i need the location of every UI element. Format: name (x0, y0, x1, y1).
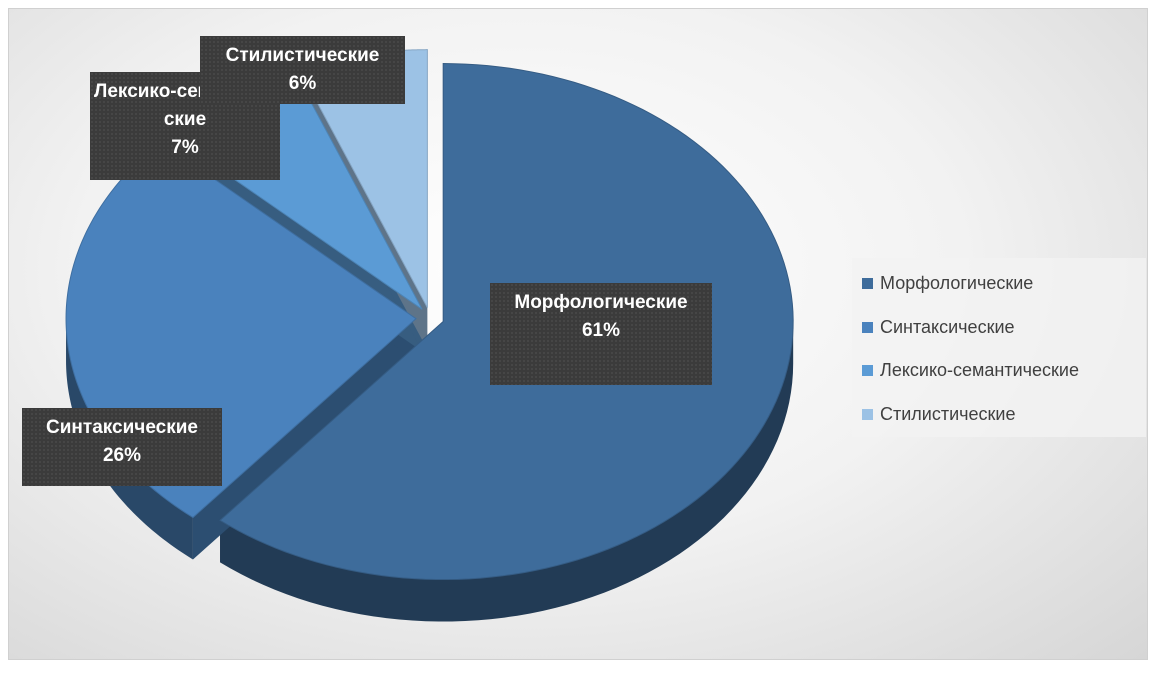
legend-item: Морфологические (862, 271, 1033, 295)
legend-item: Стилистические (862, 402, 1015, 426)
data-label-name: Морфологические (514, 292, 688, 313)
legend-swatch (862, 408, 873, 420)
legend-swatch (862, 321, 873, 333)
data-label: Синтаксические 26% (22, 408, 222, 486)
data-label-value: 7% (171, 137, 199, 158)
legend-item: Синтаксические (862, 315, 1015, 339)
legend-swatch (862, 278, 873, 289)
legend-label: Лексико-семантические (880, 360, 1080, 380)
slice-side (66, 318, 193, 560)
legend-label: Стилистические (880, 403, 1016, 424)
data-label-name: Стилистические (225, 45, 380, 66)
legend-label: Морфологические (880, 273, 1034, 293)
data-label-value: 61% (581, 320, 621, 341)
legend-item: Лексико-семантические (862, 358, 1079, 382)
data-label-name: Синтаксические (46, 417, 198, 438)
data-label: Стилистические 6% (200, 36, 405, 104)
data-label-value: 6% (288, 73, 317, 94)
slice-side (220, 321, 794, 622)
legend-swatch (862, 365, 873, 376)
data-label-value: 26% (102, 445, 142, 466)
legend: Морфологические Синтаксические Лексико-сем… (852, 258, 1146, 437)
legend-label: Синтаксические (880, 316, 1015, 337)
data-label: Морфологические 61% (490, 283, 712, 385)
